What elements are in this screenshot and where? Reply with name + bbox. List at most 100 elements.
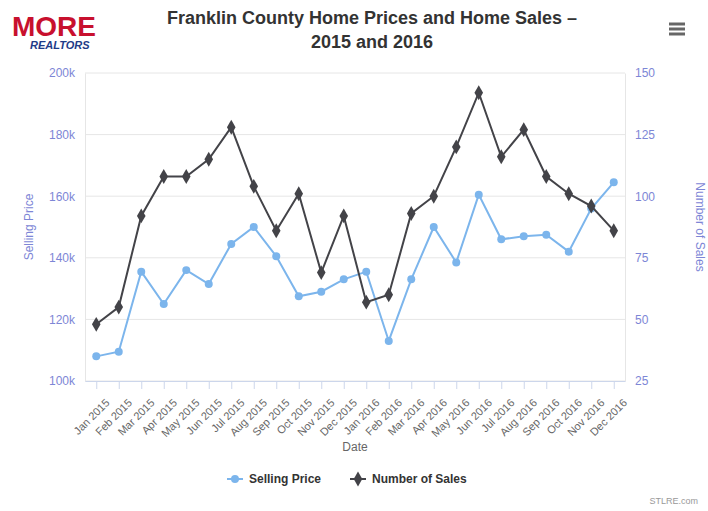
y-tick: 160k	[49, 190, 85, 204]
legend-item[interactable]: Number of Sales	[350, 472, 467, 487]
series-marker	[249, 179, 258, 194]
y2-axis-title: Number of Sales	[693, 182, 707, 271]
y-tick-label: 140k	[49, 251, 76, 265]
series-marker	[182, 266, 190, 274]
x-tick-mark	[366, 381, 367, 389]
x-tick-mark	[591, 381, 592, 389]
series-marker	[340, 275, 348, 283]
x-tick-mark	[434, 381, 435, 389]
x-tick-mark	[389, 381, 390, 389]
series-marker	[564, 186, 573, 201]
series-marker	[295, 292, 303, 300]
menu-button[interactable]	[669, 24, 685, 34]
series-marker	[272, 223, 281, 238]
series-marker	[407, 275, 415, 283]
series-marker	[272, 252, 280, 260]
series-marker	[452, 139, 461, 154]
series-marker	[430, 223, 438, 231]
x-tick-mark	[209, 381, 210, 389]
series-marker	[250, 223, 258, 231]
series-marker	[182, 169, 191, 184]
series-marker	[204, 152, 213, 167]
menu-bar	[669, 28, 685, 31]
legend-marker	[354, 472, 363, 487]
logo-text: MORE	[12, 11, 96, 42]
plot-area	[92, 85, 618, 360]
y2-tick: 150	[625, 66, 655, 80]
x-tick-mark	[186, 381, 187, 389]
y2-tick-label: 50	[635, 313, 649, 327]
y-tick: 180k	[49, 128, 85, 142]
x-axis: Jan 2015Feb 2015Mar 2015Apr 2015May 2015…	[71, 381, 629, 439]
x-tick-mark	[254, 381, 255, 389]
y2-tick: 50	[625, 313, 649, 327]
y-tick: 200k	[49, 66, 85, 80]
menu-bar	[669, 23, 685, 26]
series-marker	[475, 191, 483, 199]
series-marker	[92, 352, 100, 360]
grid-line	[85, 196, 625, 197]
y2-tick-label: 150	[635, 66, 655, 80]
series-marker	[429, 189, 438, 204]
y2-tick-label: 125	[635, 128, 655, 142]
y-axis: 100k120k140k160k180k200k	[49, 66, 86, 388]
x-tick-mark	[276, 381, 277, 389]
grid-line	[85, 73, 625, 74]
series-line	[96, 182, 614, 356]
x-tick-mark	[479, 381, 480, 389]
series-marker	[294, 186, 303, 201]
series-marker	[565, 248, 573, 256]
x-tick-label: Dec 2016	[587, 396, 629, 438]
series-marker	[497, 149, 506, 164]
series-marker	[385, 337, 393, 345]
series-marker	[92, 317, 101, 332]
series-marker	[114, 300, 123, 315]
x-tick-mark	[456, 381, 457, 389]
series-marker	[227, 120, 236, 135]
series-marker	[519, 122, 528, 137]
x-axis-title: Date	[342, 440, 368, 454]
x-tick-mark	[569, 381, 570, 389]
series-marker	[362, 268, 370, 276]
x-axis-line	[86, 381, 626, 382]
series-marker	[160, 300, 168, 308]
title-line: Franklin County Home Prices and Home Sal…	[167, 8, 577, 28]
series-marker	[339, 208, 348, 223]
x-tick-mark	[321, 381, 322, 389]
series-marker	[317, 288, 325, 296]
y-tick-label: 160k	[49, 190, 76, 204]
series-marker	[159, 169, 168, 184]
x-tick-mark	[231, 381, 232, 389]
series-marker	[497, 235, 505, 243]
series-marker	[609, 223, 618, 238]
series-marker	[452, 258, 460, 266]
x-tick-mark	[614, 381, 615, 389]
legend: Selling Price Number of Sales	[227, 472, 467, 487]
x-tick-mark	[344, 381, 345, 389]
menu-bar	[669, 33, 685, 36]
y-tick-label: 100k	[49, 374, 76, 388]
x-tick-mark	[299, 381, 300, 389]
y2-tick-label: 75	[635, 251, 649, 265]
series-marker	[610, 178, 618, 186]
series-marker	[317, 265, 326, 280]
y-tick: 100k	[49, 374, 85, 388]
series-marker	[520, 232, 528, 240]
legend-item[interactable]: Selling Price	[227, 472, 321, 486]
series-marker	[407, 206, 416, 221]
credit: STLRE.com	[649, 496, 698, 506]
x-tick-mark	[96, 381, 97, 389]
y-axis-title: Selling Price	[22, 193, 36, 260]
series-marker	[137, 268, 145, 276]
series-marker	[137, 208, 146, 223]
legend-marker	[231, 475, 239, 483]
y2-tick-label: 100	[635, 190, 655, 204]
chart: MOREREALTORSSTLRE.comFranklin County Hom…	[0, 0, 708, 511]
y-axis-line	[85, 74, 86, 382]
x-tick-mark	[411, 381, 412, 389]
x-tick-mark	[501, 381, 502, 389]
legend-label: Selling Price	[249, 472, 321, 486]
y-tick: 140k	[49, 251, 85, 265]
series-marker	[115, 348, 123, 356]
legend-label: Number of Sales	[372, 472, 467, 486]
